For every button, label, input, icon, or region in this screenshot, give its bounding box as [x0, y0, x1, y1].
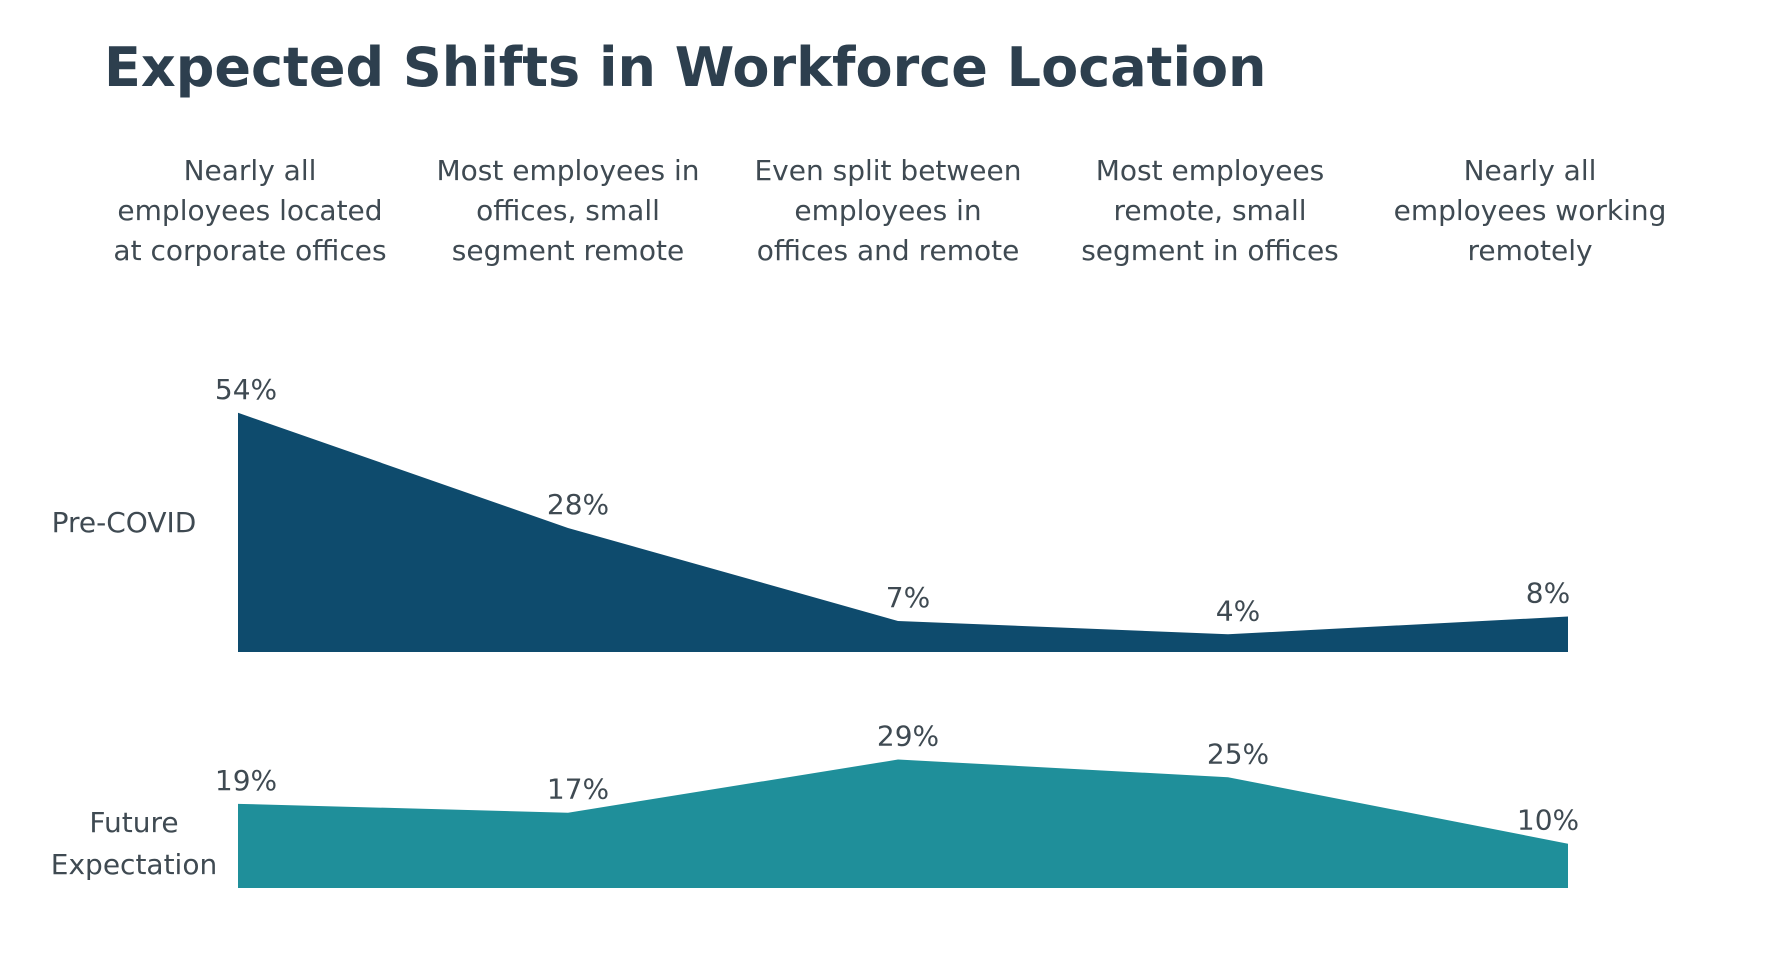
data-label: 8% — [1526, 577, 1570, 610]
category-label: Nearly all employees working remotely — [1394, 154, 1667, 267]
data-label: 25% — [1207, 737, 1269, 770]
series-label: Pre-COVID — [52, 506, 197, 539]
chart-title: Expected Shifts in Workforce Location — [104, 36, 1267, 99]
data-label: 29% — [877, 720, 939, 753]
series-area — [238, 759, 1568, 888]
data-label: 17% — [547, 773, 609, 806]
data-label: 4% — [1216, 594, 1260, 627]
category-label: Most employees in offices, small segment r… — [437, 154, 700, 267]
data-label: 54% — [215, 373, 277, 406]
data-label: 19% — [215, 764, 277, 797]
series-area — [238, 412, 1568, 652]
category-label: Most employees remote, small segment in of… — [1081, 154, 1339, 267]
series-label: Future Expectation — [51, 806, 217, 881]
data-label: 10% — [1517, 804, 1579, 837]
category-label: Even split between employees in offices an… — [754, 154, 1021, 267]
data-label: 7% — [886, 581, 930, 614]
data-label: 28% — [547, 488, 609, 521]
category-label: Nearly all employees located at corporate … — [113, 154, 386, 267]
